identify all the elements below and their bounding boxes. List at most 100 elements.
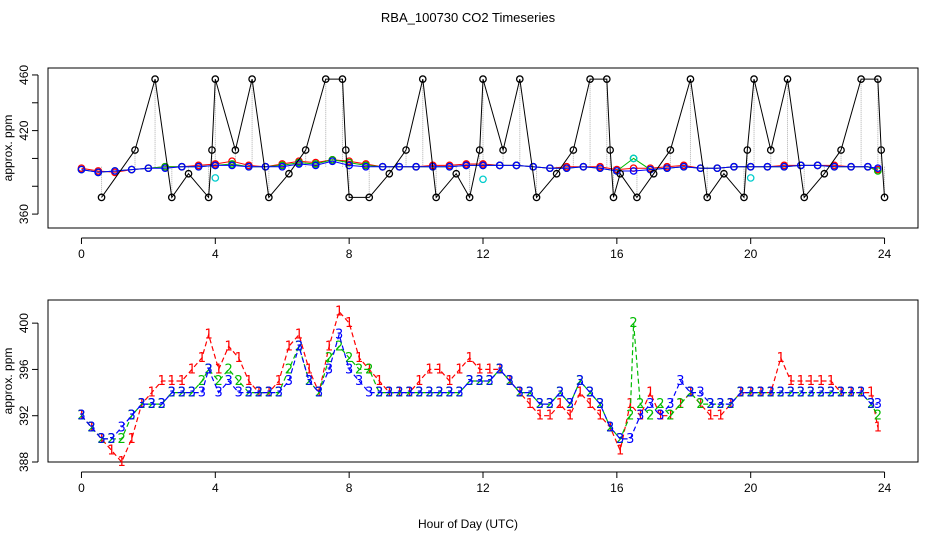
point-black: [345, 193, 354, 202]
x-tick-label: 16: [610, 247, 624, 261]
point-label-2: 2: [616, 432, 624, 447]
point-label-1: 1: [204, 328, 212, 343]
point-black: [766, 146, 775, 154]
point-black: [151, 75, 159, 83]
point-black: [208, 146, 216, 154]
point-label-3: 3: [706, 397, 714, 412]
point-label-1: 1: [425, 362, 433, 377]
point-label-1: 1: [305, 362, 313, 377]
point-blue: [596, 164, 604, 173]
point-label-3: 3: [817, 386, 825, 401]
point-label-2: 2: [787, 386, 795, 401]
point-black: [602, 75, 611, 83]
point-label-2: 2: [626, 409, 634, 424]
point-label-2: 2: [596, 397, 604, 412]
point-blue: [813, 161, 822, 170]
point-label-3: 3: [138, 397, 146, 412]
point-label-3: 3: [496, 362, 504, 377]
x-tick-label: 20: [744, 247, 758, 261]
point-black: [264, 193, 273, 202]
point-label-3: 3: [506, 374, 514, 389]
point-label-1: 1: [807, 374, 815, 389]
point-blue: [713, 164, 722, 173]
point-black: [666, 146, 675, 154]
point-blue: [412, 162, 420, 171]
point-label-2: 2: [117, 432, 125, 447]
x-tick-label: 0: [78, 481, 85, 495]
point-label-3: 3: [777, 386, 785, 401]
y-axis-label: approx. ppm: [1, 348, 15, 415]
point-black: [167, 193, 176, 202]
point-label-3: 3: [97, 432, 105, 447]
point-label-3: 3: [646, 397, 654, 412]
point-label-1: 1: [158, 374, 166, 389]
point-label-1: 1: [706, 409, 714, 424]
point-label-3: 3: [435, 386, 443, 401]
point-label-2: 2: [747, 386, 755, 401]
point-label-1: 1: [245, 374, 253, 389]
point-label-2: 2: [546, 397, 554, 412]
point-black: [475, 146, 484, 154]
point-black: [783, 75, 792, 83]
plot-frame: [47, 299, 919, 463]
point-label-3: 3: [245, 386, 253, 401]
point-blue: [863, 162, 872, 171]
point-label-3: 3: [305, 374, 313, 389]
point-label-1: 1: [566, 409, 574, 424]
point-label-3: 3: [188, 386, 196, 401]
series-line-blue: [81, 160, 878, 173]
point-label-3: 3: [787, 386, 795, 401]
point-label-3: 3: [168, 386, 176, 401]
series-line-3: [81, 332, 878, 440]
point-cyan: [629, 154, 638, 163]
point-label-2: 2: [686, 386, 694, 401]
point-label-2: 2: [97, 432, 105, 447]
point-label-3: 3: [486, 374, 494, 389]
point-label-2: 2: [696, 397, 704, 412]
point-black: [184, 169, 193, 178]
point-blue: [328, 157, 337, 166]
point-label-3: 3: [225, 374, 233, 389]
point-label-3: 3: [198, 386, 206, 401]
point-label-3: 3: [747, 386, 755, 401]
x-tick-label: 8: [346, 247, 353, 261]
point-black: [465, 193, 474, 202]
point-black: [740, 193, 748, 202]
point-label-2: 2: [874, 409, 882, 424]
point-black: [586, 75, 594, 83]
point-label-1: 1: [445, 374, 453, 389]
point-label-2: 2: [345, 351, 353, 366]
point-blue: [830, 162, 839, 171]
point-black: [515, 75, 524, 83]
point-label-3: 3: [716, 397, 724, 412]
point-label-1: 1: [797, 374, 805, 389]
point-label-1: 1: [97, 432, 105, 447]
point-label-2: 2: [215, 374, 223, 389]
point-label-3: 3: [797, 386, 805, 401]
point-label-2: 2: [636, 397, 644, 412]
point-blue: [696, 164, 705, 173]
point-label-1: 1: [295, 328, 303, 343]
point-black: [204, 193, 213, 202]
point-label-3: 3: [827, 386, 835, 401]
point-label-3: 3: [874, 397, 882, 412]
point-label-2: 2: [576, 374, 584, 389]
point-blue: [562, 164, 571, 173]
point-black: [432, 193, 441, 202]
point-label-1: 1: [117, 455, 125, 470]
point-label-1: 1: [235, 351, 243, 366]
x-tick-label: 4: [212, 481, 219, 495]
y-tick-label: 400: [17, 313, 31, 333]
point-black: [877, 146, 886, 154]
point-label-1: 1: [556, 397, 564, 412]
point-black: [418, 75, 427, 83]
point-label-2: 2: [445, 386, 453, 401]
y-tick-label: 388: [17, 452, 31, 472]
point-label-3: 3: [148, 397, 156, 412]
point-label-3: 3: [516, 386, 524, 401]
point-label-2: 2: [285, 362, 293, 377]
chart-title: RBA_100730 CO2 Timeseries: [381, 10, 556, 25]
point-blue: [228, 161, 236, 170]
point-label-3: 3: [556, 386, 564, 401]
point-label-3: 3: [737, 386, 745, 401]
